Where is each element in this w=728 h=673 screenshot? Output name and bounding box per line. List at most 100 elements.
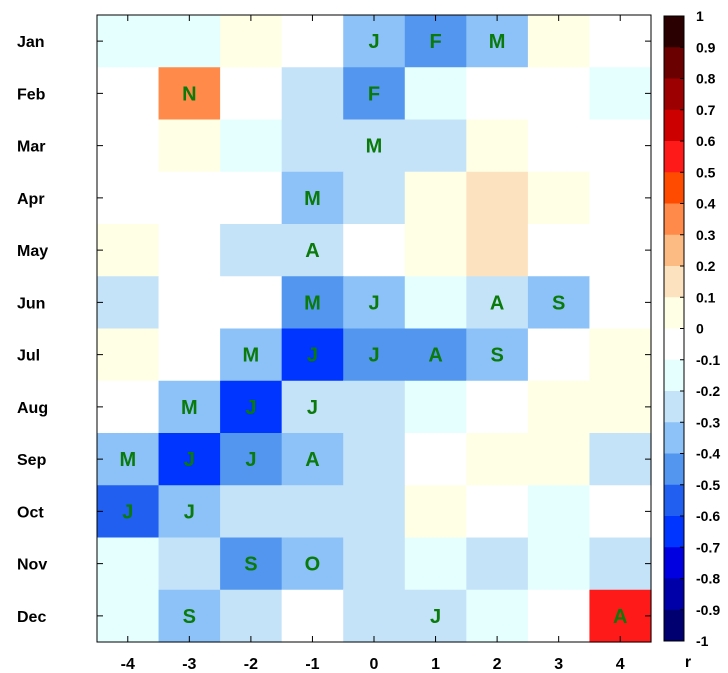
heatmap-cell-nov--1	[281, 537, 344, 591]
y-tick-label: Jun	[17, 295, 45, 312]
cell-annotation: J	[368, 31, 379, 53]
cell-annotation: N	[182, 83, 196, 105]
heatmap-cell-jul--4	[97, 328, 160, 382]
y-tick-label: Dec	[17, 609, 46, 626]
heatmap-cell-mar--1	[281, 119, 344, 173]
heatmap-cell-dec--4	[97, 589, 160, 643]
heatmap-cell-sep-0	[343, 433, 406, 486]
heatmap-cell-jan-3	[527, 15, 591, 68]
y-tick-label: Sep	[17, 452, 47, 469]
cell-annotation: J	[184, 449, 195, 471]
y-tick-label: Nov	[17, 557, 47, 574]
cell-annotation: F	[368, 83, 380, 105]
heatmap-cell-feb-2	[466, 67, 529, 121]
heatmap-cell-jul-1	[404, 328, 467, 382]
heatmap-cell-feb--3	[158, 67, 221, 121]
heatmap-cell-nov--3	[158, 537, 221, 591]
x-tick-label: -4	[121, 656, 135, 673]
x-tick-label: 4	[616, 656, 625, 673]
heatmap-cell-mar-1	[404, 119, 467, 173]
colorbar-tick-label: 0.7	[696, 102, 716, 118]
heatmap-cell-jun-4	[589, 276, 652, 330]
cell-annotation: A	[305, 240, 319, 262]
heatmap-cell-nov--2	[220, 537, 283, 591]
heatmap-cell-mar-2	[466, 119, 529, 173]
cell-annotation: J	[122, 501, 133, 523]
colorbar-tick-label: -0.3	[696, 414, 720, 430]
x-tick-label: 0	[370, 656, 379, 673]
colorbar-tick-label: -0.4	[696, 446, 720, 462]
heatmap-cell-mar--2	[220, 119, 283, 173]
heatmap-cell-sep--4	[97, 433, 160, 486]
heatmap-cell-jan-0	[343, 15, 406, 68]
heatmap-cell-apr-3	[527, 171, 591, 225]
heatmap-cell-jun-1	[404, 276, 467, 330]
heatmap-cell-sep--1	[281, 433, 344, 486]
y-tick-label: Apr	[17, 191, 45, 208]
heatmap-cell-jul-4	[589, 328, 652, 382]
heatmap-cell-oct--2	[220, 485, 283, 539]
heatmap-cell-mar-4	[589, 119, 652, 173]
heatmap-cell-apr-0	[343, 171, 406, 225]
x-tick-label: -3	[182, 656, 196, 673]
cell-annotation: M	[119, 449, 136, 471]
cell-annotation: J	[307, 345, 318, 367]
heatmap-cell-sep-4	[589, 433, 652, 486]
heatmap-cell-oct-1	[404, 485, 467, 539]
heatmap-cell-dec--3	[158, 589, 221, 643]
heatmap-cell-apr--4	[97, 171, 160, 225]
heatmap-cell-nov-4	[589, 537, 652, 591]
heatmap-cell-sep--3	[158, 433, 221, 486]
cell-annotation: O	[305, 554, 321, 576]
heatmap-cell-aug-0	[343, 380, 406, 434]
y-tick-label: Jul	[17, 348, 40, 365]
heatmap-cell-nov--4	[97, 537, 160, 591]
colorbar-swatch	[664, 47, 684, 79]
heatmap-cell-sep-2	[466, 433, 529, 486]
colorbar-tick-label: -0.7	[696, 539, 720, 555]
heatmap-cell-aug-4	[589, 380, 652, 434]
heatmap-cell-sep-3	[527, 433, 591, 486]
heatmap-cell-apr-2	[466, 171, 529, 225]
colorbar-swatch	[664, 547, 684, 579]
heatmap-annotations: J F M N F M M A M J A S M J J A S M J J M J J A J J S O S J A	[119, 31, 627, 628]
heatmap-cell-may--4	[97, 224, 160, 277]
heatmap-cell-feb-0	[343, 67, 406, 121]
cell-annotation: M	[181, 397, 198, 419]
heatmap-cell-dec--2	[220, 589, 283, 643]
colorbar-tick-label: -0.2	[696, 383, 720, 399]
heatmap-cell-jun--3	[158, 276, 221, 330]
heatmap-cell-jan--4	[97, 15, 160, 68]
heatmap-cell-jan-2	[466, 15, 529, 68]
heatmap-cell-apr--2	[220, 171, 283, 225]
cell-annotation: S	[183, 606, 196, 628]
colorbar-tick-label: 1	[696, 8, 704, 24]
heatmap-cell-may-4	[589, 224, 652, 277]
heatmap-cell-apr--3	[158, 171, 221, 225]
cell-annotation: S	[244, 554, 257, 576]
heatmap-cell-mar--4	[97, 119, 160, 173]
colorbar-tick-label: 0.3	[696, 227, 716, 243]
heatmap-cell-oct-4	[589, 485, 652, 539]
heatmap-cell-mar-0	[343, 119, 406, 173]
axis-ticks	[97, 15, 651, 642]
colorbar-tick-label: 0.4	[696, 196, 716, 212]
cell-annotation: A	[305, 449, 319, 471]
heatmap-cell-jul-0	[343, 328, 406, 382]
heatmap-cell-jan-1	[404, 15, 467, 68]
cell-annotation: J	[430, 606, 441, 628]
heatmap-cell-aug--2	[220, 380, 283, 434]
heatmap-cell-dec-4	[589, 589, 652, 643]
heatmap-cell-jul--3	[158, 328, 221, 382]
heatmap-cell-apr--1	[281, 171, 344, 225]
heatmap-cell-nov-0	[343, 537, 406, 591]
heatmap-cell-oct--4	[97, 485, 160, 539]
colorbar-tick-label: 0	[696, 321, 704, 337]
colorbar-swatch	[664, 422, 684, 454]
x-tick-label: -2	[244, 656, 258, 673]
heatmap-cell-jun-0	[343, 276, 406, 330]
colorbar-swatch	[664, 516, 684, 548]
colorbar-swatch	[664, 328, 684, 361]
heatmap-cell-dec-3	[527, 589, 591, 643]
heatmap-cell-oct--3	[158, 485, 221, 539]
